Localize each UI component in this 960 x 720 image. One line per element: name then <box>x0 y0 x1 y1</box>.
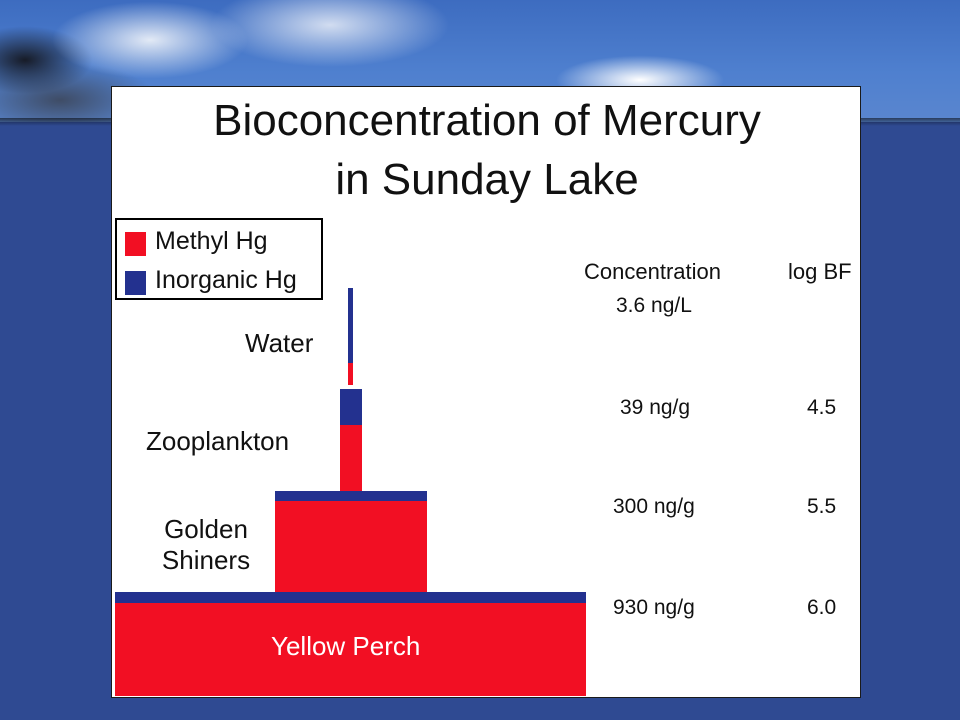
level-label-zooplankton: Zooplankton <box>146 426 290 456</box>
chart-title-line-2: in Sunday Lake <box>335 155 639 204</box>
legend-label-inorganic: Inorganic Hg <box>155 266 297 294</box>
legend-swatch-inorganic <box>125 271 146 295</box>
column-header-concentration: Concentration <box>584 259 721 284</box>
chart-title-line-1: Bioconcentration of Mercury <box>213 96 761 145</box>
concentration-water: 3.6 ng/L <box>616 294 692 317</box>
golden-shiners-methyl-bar <box>275 501 427 592</box>
water-methyl-bar <box>348 363 353 385</box>
zooplankton-inorganic-bar <box>340 389 362 425</box>
slide-panel: Bioconcentration of Mercury in Sunday La… <box>111 86 861 698</box>
log-bf-zooplankton: 4.5 <box>807 396 837 419</box>
yellow-perch-inorganic-bar <box>115 592 586 603</box>
level-label-golden-shiners-text: Golden Shiners <box>161 514 251 576</box>
pyramid-chart <box>115 288 586 696</box>
water-inorganic-bar <box>348 288 353 363</box>
concentration-zooplankton: 39 ng/g <box>620 396 691 419</box>
legend-label-methyl: Methyl Hg <box>155 227 268 255</box>
legend-swatch-methyl <box>125 232 146 256</box>
yellow-perch-methyl-bar <box>115 603 586 696</box>
log-bf-yellow-perch: 6.0 <box>807 596 837 619</box>
log-bf-golden-shiners: 5.5 <box>807 495 837 518</box>
golden-shiners-inorganic-bar <box>275 491 427 501</box>
zooplankton-methyl-bar <box>340 425 362 491</box>
column-header-log-bf: log BF <box>788 259 852 284</box>
level-label-golden-shiners: Golden Shiners <box>150 514 262 576</box>
level-label-yellow-perch: Yellow Perch <box>271 631 421 661</box>
level-label-water: Water <box>245 328 314 358</box>
concentration-yellow-perch: 930 ng/g <box>613 596 695 619</box>
concentration-golden-shiners: 300 ng/g <box>613 495 695 518</box>
legend: Methyl Hg Inorganic Hg <box>115 218 323 300</box>
